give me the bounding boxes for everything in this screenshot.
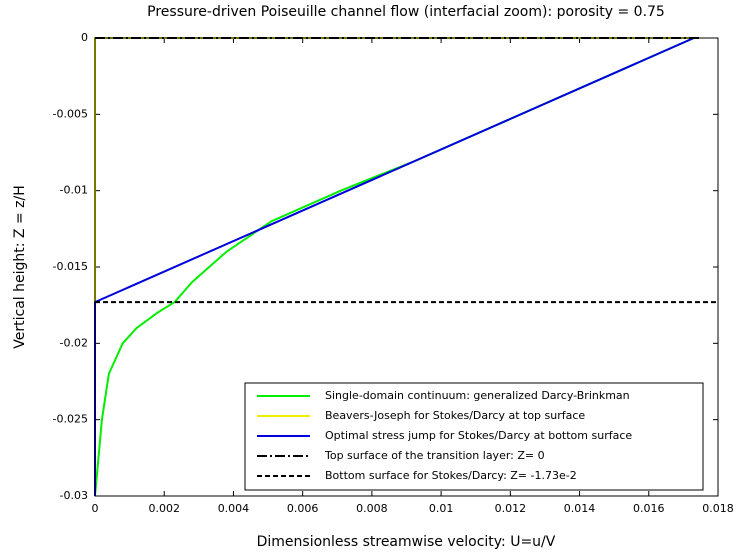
legend-text: Beavers-Joseph for Stokes/Darcy at top s…: [325, 409, 585, 422]
y-tick-label: 0: [81, 31, 88, 44]
x-tick-label: 0.006: [287, 502, 319, 515]
y-tick-label: -0.02: [60, 336, 88, 349]
y-axis-label: Vertical height: Z = z/H: [12, 185, 28, 348]
legend-text: Optimal stress jump for Stokes/Darcy at …: [325, 429, 632, 442]
legend-text: Top surface of the transition layer: Z= …: [324, 449, 545, 462]
legend-box: [244, 382, 704, 491]
legend-text: Bottom surface for Stokes/Darcy: Z= -1.7…: [325, 469, 577, 482]
legend: Single-domain continuum: generalized Dar…: [244, 382, 704, 491]
x-tick-label: 0.004: [218, 502, 250, 515]
x-tick-label: 0.014: [564, 502, 596, 515]
y-tick-label: -0.005: [53, 107, 88, 120]
x-tick-label: 0.01: [429, 502, 454, 515]
x-tick-label: 0.008: [356, 502, 388, 515]
legend-text: Single-domain continuum: generalized Dar…: [325, 389, 630, 402]
x-tick-label: 0.016: [633, 502, 665, 515]
x-tick-label: 0.012: [495, 502, 527, 515]
x-tick-label: 0.018: [702, 502, 734, 515]
y-tick-label: -0.01: [60, 184, 88, 197]
plot-frame: [94, 37, 719, 497]
x-axis-label: Dimensionless streamwise velocity: U=u/V: [257, 534, 556, 550]
y-tick-label: -0.015: [53, 260, 88, 273]
chart-title: Pressure-driven Poiseuille channel flow …: [147, 4, 665, 20]
y-tick-label: -0.025: [53, 413, 88, 426]
x-tick-label: 0: [92, 502, 99, 515]
y-tick-label: -0.03: [60, 489, 88, 502]
x-tick-label: 0.002: [148, 502, 180, 515]
